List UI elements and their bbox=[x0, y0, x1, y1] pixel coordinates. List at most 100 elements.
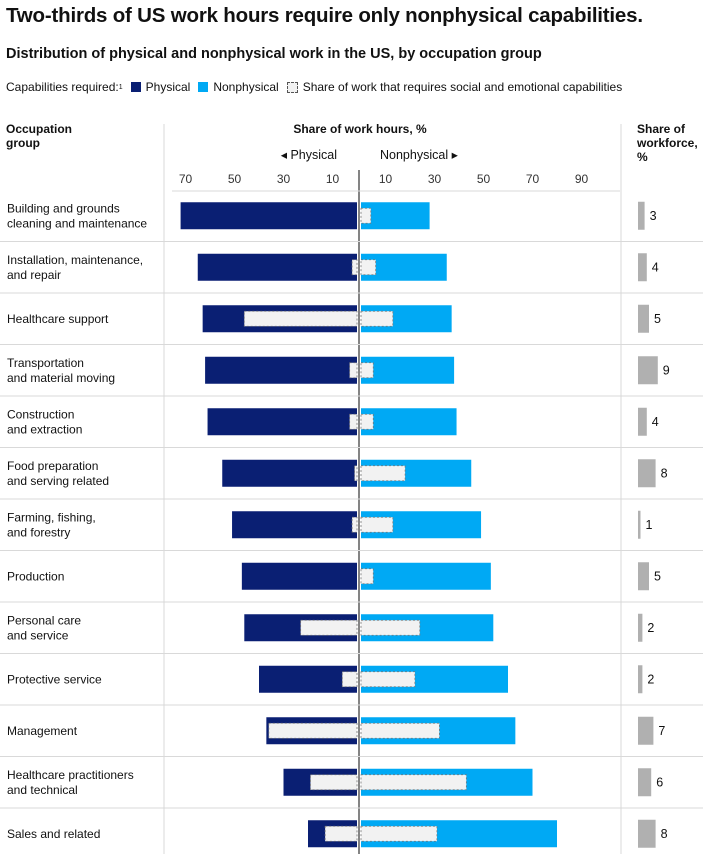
category-label: Building and grounds bbox=[7, 201, 120, 215]
nonphysical-social-bar bbox=[360, 619, 421, 636]
legend-footnote-mark: 1 bbox=[118, 83, 123, 91]
workforce-value-label: 3 bbox=[650, 209, 657, 223]
workforce-value-label: 8 bbox=[661, 827, 668, 841]
workforce-bar bbox=[638, 665, 643, 694]
right-tick-label: 30 bbox=[428, 172, 442, 186]
legend-nonphysical-label: Nonphysical bbox=[213, 80, 279, 94]
workforce-value-label: 6 bbox=[656, 775, 663, 789]
workforce-value-label: 1 bbox=[646, 518, 653, 532]
right-tick-label: 50 bbox=[477, 172, 491, 186]
nonphysical-social-bar bbox=[360, 516, 394, 533]
category-label: Construction bbox=[7, 407, 74, 421]
physical-bar bbox=[232, 511, 357, 539]
header-share-work-hours: Share of work hours, % bbox=[293, 122, 427, 136]
physical-social-bar bbox=[300, 619, 358, 636]
physical-bar bbox=[259, 665, 357, 693]
workforce-value-label: 4 bbox=[652, 415, 659, 429]
physical-bar bbox=[197, 253, 357, 281]
left-tick-label: 70 bbox=[179, 172, 193, 186]
physical-social-bar bbox=[324, 825, 358, 842]
workforce-value-label: 8 bbox=[661, 466, 668, 480]
nonphysical-bar bbox=[361, 408, 457, 436]
legend-physical-swatch bbox=[130, 82, 141, 92]
legend-nonphysical-swatch bbox=[198, 82, 209, 92]
category-label: Healthcare support bbox=[7, 312, 109, 326]
physical-social-bar bbox=[341, 671, 358, 688]
physical-direction-label: ◂ Physical bbox=[281, 148, 337, 162]
workforce-bar bbox=[638, 613, 643, 642]
header-share-workforce: Share of workforce, % bbox=[637, 122, 698, 164]
nonphysical-bar bbox=[361, 356, 455, 384]
nonphysical-social-bar bbox=[360, 413, 374, 430]
workforce-bar bbox=[638, 510, 641, 539]
right-tick-label: 70 bbox=[526, 172, 540, 186]
category-label: Protective service bbox=[7, 672, 102, 686]
category-label: and repair bbox=[7, 268, 61, 282]
physical-social-bar bbox=[351, 259, 358, 276]
workforce-bar bbox=[638, 304, 649, 333]
nonphysical-social-bar bbox=[360, 310, 394, 327]
nonphysical-social-bar bbox=[360, 465, 406, 482]
workforce-value-label: 5 bbox=[654, 569, 661, 583]
category-label: Healthcare practitioners bbox=[7, 768, 134, 782]
category-label: Installation, maintenance, bbox=[7, 253, 143, 267]
workforce-bar bbox=[638, 459, 656, 488]
nonphysical-bar bbox=[361, 562, 491, 590]
nonphysical-social-bar bbox=[360, 362, 374, 379]
workforce-value-label: 2 bbox=[647, 621, 654, 635]
workforce-bar bbox=[638, 253, 647, 282]
nonphysical-social-bar bbox=[360, 259, 377, 276]
left-tick-label: 50 bbox=[228, 172, 242, 186]
workforce-bar bbox=[638, 716, 654, 745]
chart-subtitle: Distribution of physical and nonphysical… bbox=[6, 46, 542, 62]
category-label: Management bbox=[7, 724, 78, 738]
category-label: Food preparation bbox=[7, 459, 98, 473]
category-label: Farming, fishing, bbox=[7, 510, 96, 524]
physical-social-bar bbox=[310, 774, 358, 791]
legend-physical-label: Physical bbox=[145, 80, 191, 94]
nonphysical-social-bar bbox=[360, 774, 467, 791]
workforce-bar bbox=[638, 407, 647, 436]
category-label: and material moving bbox=[7, 371, 115, 385]
physical-social-bar bbox=[351, 516, 358, 533]
nonphysical-social-bar bbox=[360, 207, 372, 224]
category-label: and serving related bbox=[7, 474, 109, 488]
legend-social-label: Share of work that requires social and e… bbox=[302, 80, 623, 94]
workforce-value-label: 4 bbox=[652, 260, 659, 274]
legend-prefix: Capabilities required: bbox=[6, 80, 119, 94]
workforce-value-label: 2 bbox=[647, 672, 654, 686]
header-occupation-group: Occupation group bbox=[6, 122, 73, 150]
category-label: cleaning and maintenance bbox=[7, 216, 147, 230]
left-tick-label: 30 bbox=[277, 172, 291, 186]
physical-social-bar bbox=[268, 722, 358, 739]
physical-social-bar bbox=[349, 362, 358, 379]
workforce-bar bbox=[638, 768, 652, 797]
workforce-value-label: 7 bbox=[658, 724, 665, 738]
nonphysical-social-bar bbox=[360, 825, 438, 842]
category-label: Transportation bbox=[7, 356, 84, 370]
nonphysical-social-bar bbox=[360, 722, 440, 739]
physical-social-bar bbox=[349, 413, 358, 430]
physical-bar bbox=[207, 408, 357, 436]
legend: Capabilities required: 1 Physical Nonphys… bbox=[6, 80, 622, 94]
chart-title: Two-thirds of US work hours require only… bbox=[6, 4, 643, 27]
left-tick-label: 10 bbox=[326, 172, 340, 186]
category-label: and extraction bbox=[7, 422, 82, 436]
physical-bar bbox=[222, 459, 357, 487]
workforce-bar bbox=[638, 562, 649, 591]
right-tick-label: 90 bbox=[575, 172, 589, 186]
physical-bar bbox=[241, 562, 357, 590]
physical-bar bbox=[205, 356, 357, 384]
category-label: Personal care bbox=[7, 613, 81, 627]
category-label: Sales and related bbox=[7, 827, 100, 841]
workforce-bar bbox=[638, 819, 656, 848]
physical-social-bar bbox=[354, 465, 358, 482]
physical-bar bbox=[180, 202, 357, 230]
legend-social-swatch bbox=[286, 81, 298, 93]
workforce-bar bbox=[638, 356, 658, 385]
nonphysical-social-bar bbox=[360, 671, 416, 688]
category-label: and forestry bbox=[7, 525, 70, 539]
nonphysical-bar bbox=[361, 202, 430, 230]
category-label: Production bbox=[7, 569, 64, 583]
